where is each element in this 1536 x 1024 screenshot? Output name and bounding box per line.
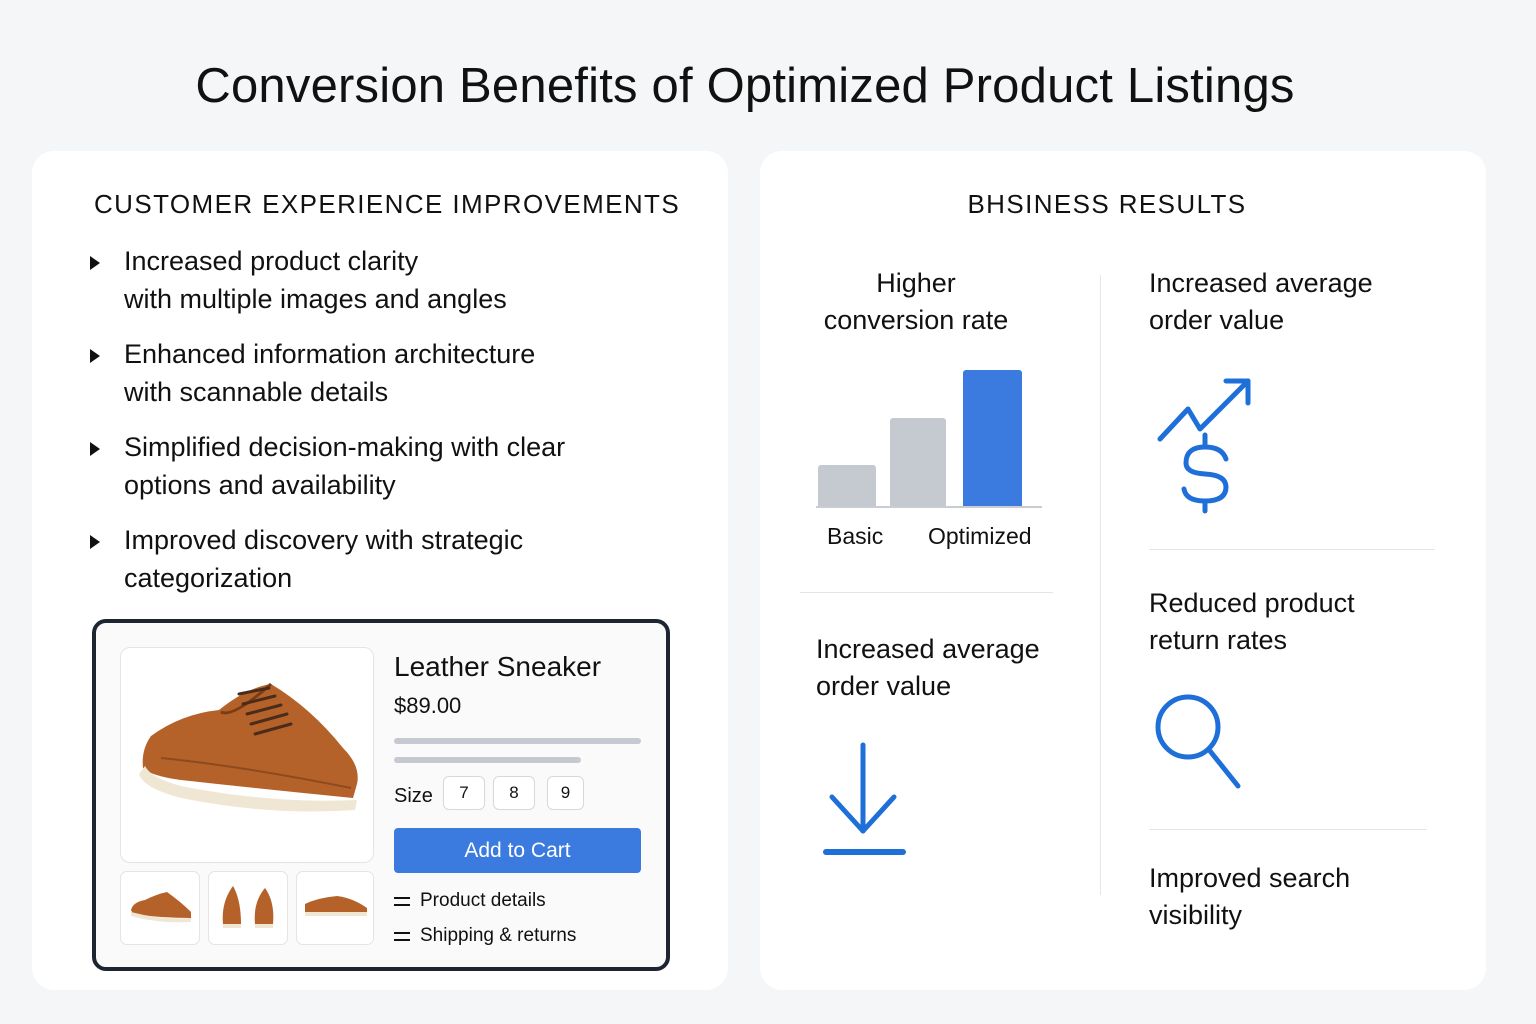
description-placeholder-line: [394, 738, 641, 744]
bar-label-optimized: Optimized: [928, 523, 1032, 549]
triangle-bullet-icon: [90, 535, 100, 549]
download-arrow-icon: [823, 742, 906, 855]
customer-experience-panel: CUSTOMER EXPERIENCE IMPROVEMENTS Increas…: [32, 151, 728, 990]
bullet-text-line2: with scannable details: [124, 376, 389, 407]
metric-title-line2: order value: [1149, 305, 1285, 335]
bar-basic: [818, 465, 876, 507]
metric-title-line2: return rates: [1149, 625, 1288, 655]
metric-conversion-rate: Higher conversion rate: [816, 265, 1016, 339]
horizontal-divider: [1149, 549, 1435, 550]
size-option-8[interactable]: 8: [493, 776, 535, 810]
bullet-text-line1: Enhanced information architecture: [124, 339, 536, 369]
bullet-text-line2: options and availability: [124, 469, 396, 500]
thumbnail-back-view[interactable]: [208, 871, 288, 945]
metric-title-line2: order value: [816, 671, 952, 701]
sneaker-back-thumb-icon: [222, 886, 274, 928]
metric-average-order-value: Increased average order value: [1149, 265, 1373, 339]
description-placeholder-line: [394, 757, 581, 763]
sneaker-thumb-icon: [131, 892, 191, 923]
list-item: Improved discovery with strategic categor…: [90, 522, 690, 597]
metric-title-line1: Increased average: [1149, 268, 1373, 298]
bullet-text-line1: Increased product clarity: [124, 246, 419, 276]
accordion-label: Product details: [420, 890, 546, 911]
metric-title-line1: Higher: [876, 268, 956, 298]
chart-baseline: [816, 506, 1042, 508]
metric-average-order-value-secondary: Increased average order value: [816, 631, 1040, 705]
vertical-divider: [1100, 275, 1101, 895]
customer-experience-heading: CUSTOMER EXPERIENCE IMPROVEMENTS: [94, 189, 681, 219]
horizontal-divider: [1149, 829, 1427, 830]
bullet-text-line1: Simplified decision-making with clear: [124, 432, 566, 462]
main-product-image[interactable]: [120, 647, 374, 863]
metric-title-line1: Improved search: [1149, 863, 1351, 893]
bullet-text-line1: Improved discovery with strategic: [124, 525, 524, 555]
sneaker-profile-thumb-icon: [305, 896, 367, 916]
triangle-bullet-icon: [90, 349, 100, 363]
product-details-accordion[interactable]: Product details: [394, 890, 546, 912]
size-option-9[interactable]: 9: [547, 776, 584, 810]
bar-label-basic: Basic: [827, 523, 884, 549]
metric-title-line1: Increased average: [816, 634, 1040, 664]
shipping-returns-accordion[interactable]: Shipping & returns: [394, 925, 576, 947]
metric-return-rates: Reduced product return rates: [1149, 585, 1355, 659]
business-results-heading: BHSINESS RESULTS: [967, 189, 1247, 219]
conversion-bar-chart: [816, 365, 1042, 508]
metric-title-line1: Reduced product: [1149, 588, 1355, 618]
add-to-cart-button[interactable]: Add to Cart: [394, 828, 641, 873]
trend-up-dollar-icon: [1157, 378, 1251, 514]
thumbnail-profile-view[interactable]: [296, 871, 374, 945]
thumbnail-side-view[interactable]: [120, 871, 200, 945]
product-card-mockup: Leather Sneaker $89.00 Size 7 8 9 Add to…: [92, 619, 670, 971]
bullet-text-line2: with multiple images and angles: [124, 283, 507, 314]
improvements-list: Increased product clarity with multiple i…: [90, 243, 690, 615]
triangle-bullet-icon: [90, 256, 100, 270]
list-item: Simplified decision-making with clear opt…: [90, 429, 690, 504]
business-results-panel: BHSINESS RESULTS Higher conversion rate …: [760, 151, 1486, 990]
menu-lines-icon: [394, 931, 410, 941]
list-item: Enhanced information architecture with sc…: [90, 336, 690, 411]
menu-lines-icon: [394, 896, 410, 906]
product-name: Leather Sneaker: [394, 651, 602, 682]
metric-title-line2: visibility: [1149, 900, 1243, 930]
metric-search-visibility: Improved search visibility: [1149, 860, 1350, 934]
bar-intermediate: [890, 418, 946, 507]
horizontal-divider: [800, 592, 1053, 593]
bar-optimized: [963, 370, 1022, 507]
accordion-label: Shipping & returns: [420, 925, 577, 946]
product-price: $89.00: [394, 693, 462, 718]
size-label: Size: [394, 785, 433, 807]
list-item: Increased product clarity with multiple i…: [90, 243, 690, 318]
size-option-7[interactable]: 7: [443, 776, 485, 810]
sneaker-image: [139, 682, 358, 812]
search-icon: [1155, 694, 1241, 789]
metric-title-line2: conversion rate: [823, 305, 1009, 335]
triangle-bullet-icon: [90, 442, 100, 456]
page-title: Conversion Benefits of Optimized Product…: [195, 59, 1295, 113]
bullet-text-line2: categorization: [124, 562, 293, 593]
